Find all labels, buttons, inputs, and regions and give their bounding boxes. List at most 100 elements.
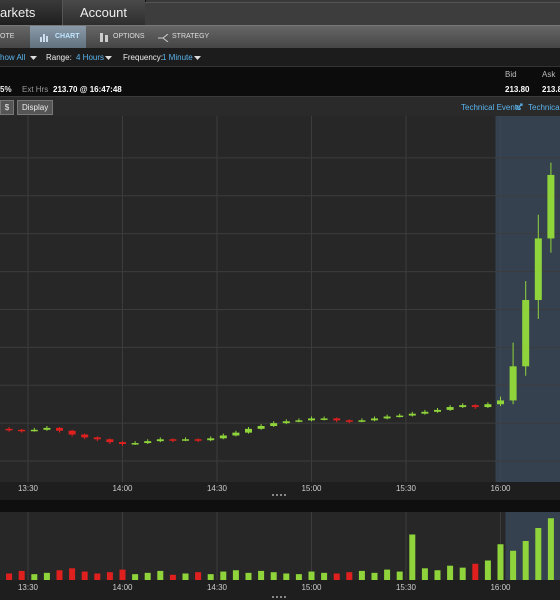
volume-bar <box>396 571 403 580</box>
sub-tab[interactable]: STRATEGY <box>172 33 210 40</box>
ext-value: 213.70 @ 16:47:48 <box>53 85 122 94</box>
volume-bar <box>195 572 202 580</box>
volume-bar <box>157 570 164 580</box>
volume-bar <box>182 573 189 580</box>
nav-tab[interactable]: Account <box>80 5 127 20</box>
volume-bar <box>270 572 277 580</box>
volume-bar <box>497 544 504 580</box>
separator <box>0 500 560 512</box>
volume-bar <box>447 565 454 580</box>
dropdown-arrow <box>30 56 37 60</box>
top-nav: arkets Account <box>0 0 560 25</box>
volume-bar <box>547 518 554 580</box>
candle-body <box>383 416 391 419</box>
bid-label: Bid <box>505 70 517 79</box>
volume-bar <box>472 563 479 580</box>
volume-bar <box>43 572 50 580</box>
candle-body <box>119 442 126 444</box>
candle-body <box>232 432 240 436</box>
sub-tab[interactable]: OTE <box>0 33 15 40</box>
dropdown-arrow <box>105 56 112 60</box>
volume-bar <box>144 572 151 580</box>
resize-handle[interactable] <box>272 494 286 496</box>
x-tick-label: 14:30 <box>207 484 228 493</box>
x-tick-label: 16:00 <box>490 583 511 592</box>
volume-bg <box>0 512 560 580</box>
candle-body <box>534 238 542 300</box>
x-tick-label: 15:00 <box>301 583 322 592</box>
candle-body <box>219 435 227 439</box>
volume-bar <box>207 574 214 580</box>
volume-bar <box>132 574 139 580</box>
volume-bar <box>18 570 25 580</box>
candle-body <box>434 409 441 412</box>
volume-bar <box>295 574 302 580</box>
frequency-select[interactable]: 1 Minute <box>162 53 193 62</box>
candle-body <box>30 429 38 432</box>
strategy-icon <box>158 34 169 42</box>
x-tick-label: 14:00 <box>112 484 133 493</box>
toolbar: $ Display Technical Events Technical A <box>0 96 560 117</box>
candle-body <box>408 413 416 416</box>
volume-bar <box>258 570 265 580</box>
candle-body <box>308 418 315 421</box>
ask-label: Ask <box>542 70 556 79</box>
volume-bar <box>81 571 88 580</box>
link[interactable]: Technical Events <box>461 103 522 112</box>
candle-body <box>5 428 13 431</box>
resize-handle[interactable] <box>272 596 286 598</box>
volume-bar <box>220 571 227 580</box>
volume-bar <box>421 568 428 580</box>
range-label: Range: <box>46 53 72 62</box>
candle-body <box>194 439 202 441</box>
volume-bar <box>6 573 13 580</box>
candle-body <box>270 423 278 426</box>
candle-body <box>295 420 303 422</box>
candle-body <box>371 418 378 421</box>
display-button[interactable]: Display <box>17 100 54 115</box>
x-tick-label: 14:30 <box>207 583 228 592</box>
candle-body <box>68 430 76 435</box>
volume-bar <box>283 573 290 580</box>
bid: 213.80 <box>505 85 530 94</box>
active-tab <box>30 26 86 49</box>
currency-button[interactable]: $ <box>0 100 14 115</box>
chart-icon <box>40 34 48 42</box>
price-bg <box>0 116 560 482</box>
volume-bar <box>31 574 38 580</box>
x-tick-label: 15:30 <box>396 484 417 493</box>
candle-body <box>333 418 341 421</box>
x-tick-label: 14:00 <box>112 583 133 592</box>
nav-tab-bg <box>62 0 146 25</box>
show-select[interactable]: how All <box>0 53 26 62</box>
volume-bar <box>56 570 63 580</box>
link[interactable]: Technical A <box>528 103 560 112</box>
candle-body <box>547 174 555 239</box>
volume-bar <box>106 572 113 580</box>
candle-body <box>358 420 366 422</box>
sub-tab[interactable]: OPTIONS <box>113 33 145 40</box>
price-axis-bg <box>0 482 560 500</box>
volume-bar <box>321 572 328 580</box>
candle-body <box>182 439 189 441</box>
candle-body <box>282 421 290 424</box>
nav-tab[interactable]: arkets <box>0 5 36 20</box>
candle-body <box>522 300 530 367</box>
candle-body <box>484 404 492 408</box>
candle-body <box>421 411 429 414</box>
candle-body <box>471 405 479 408</box>
range-select[interactable]: 4 Hours <box>76 53 105 62</box>
volume-bar <box>484 560 491 580</box>
candle-body <box>509 366 517 401</box>
volume-bar <box>434 570 441 580</box>
volume-bar <box>409 534 416 580</box>
frequency-label: Frequency: <box>123 53 164 62</box>
volume-bar <box>94 573 101 580</box>
x-tick-label: 15:00 <box>301 484 322 493</box>
volume-bar <box>358 570 365 580</box>
volume-bar <box>333 573 340 580</box>
sub-tab[interactable]: CHART <box>55 33 80 40</box>
volume-bar <box>169 574 176 580</box>
candle-body <box>169 439 177 441</box>
